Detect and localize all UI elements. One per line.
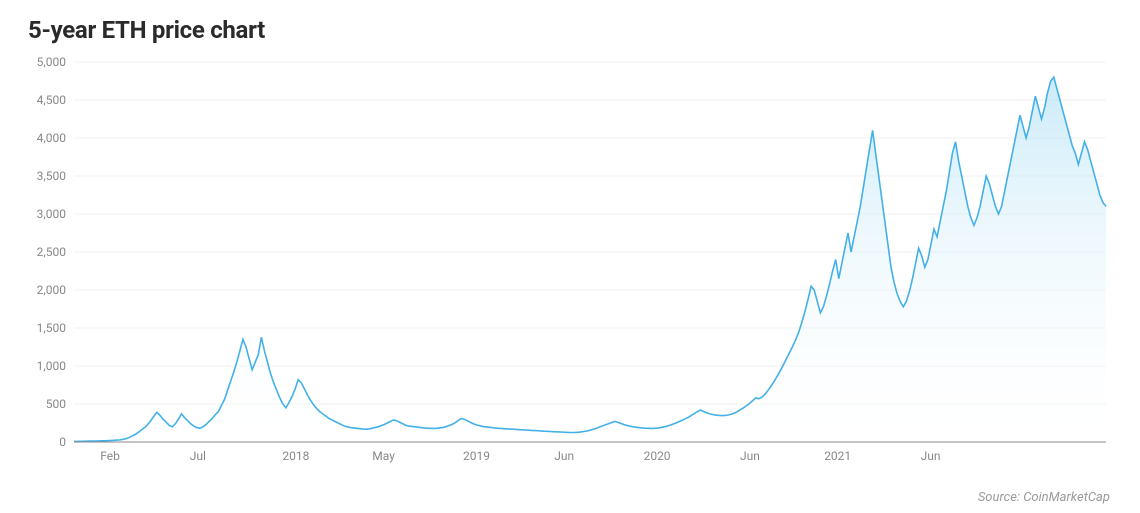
x-tick-label: 2019: [463, 449, 490, 463]
price-chart-svg: 0 500 1,000 1,500 2,000 2,500 3,000 3,500 4,000 4…: [28, 52, 1112, 472]
x-tick-label: Jun: [740, 449, 760, 463]
x-tick-label: Jul: [190, 449, 206, 463]
y-tick-label: 1,000: [37, 359, 67, 373]
chart-container: 5-year ETH price chart 0 500 1,000 1,500 2,0…: [0, 0, 1140, 513]
y-tick-label: 4,000: [37, 131, 67, 145]
x-tick-label: Feb: [100, 449, 120, 463]
x-tick-label: Jun: [921, 449, 941, 463]
y-tick-label: 4,500: [37, 93, 67, 107]
x-tick-label: Jun: [554, 449, 574, 463]
x-tick-label: 2018: [282, 449, 309, 463]
y-tick-label: 5,000: [37, 55, 67, 69]
source-label: Source: CoinMarketCap: [978, 490, 1110, 505]
y-tick-label: 3,500: [37, 169, 67, 183]
y-tick-label: 1,500: [37, 321, 67, 335]
x-tick-label: May: [372, 449, 395, 463]
y-tick-label: 3,000: [37, 207, 67, 221]
x-tick-label: 2021: [824, 449, 851, 463]
y-tick-label: 2,000: [37, 283, 67, 297]
y-tick-label: 500: [46, 397, 66, 411]
chart-title: 5-year ETH price chart: [28, 16, 1112, 44]
y-tick-label: 0: [59, 435, 66, 449]
chart-area: 0 500 1,000 1,500 2,000 2,500 3,000 3,500 4,000 4…: [28, 52, 1112, 472]
x-tick-label: 2020: [644, 449, 671, 463]
y-tick-label: 2,500: [37, 245, 67, 259]
